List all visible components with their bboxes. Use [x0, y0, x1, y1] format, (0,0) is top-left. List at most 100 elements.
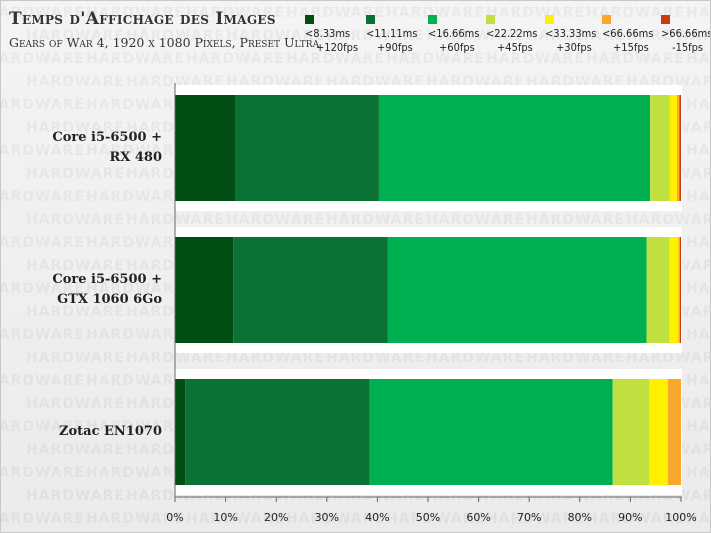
watermark-text: HARDWARE	[626, 350, 710, 366]
watermark-text: HARDWARE	[386, 51, 485, 67]
legend-swatch	[486, 15, 495, 24]
legend-fps-label: +60fps	[439, 41, 475, 54]
category-label-line: GTX 1060 6Go	[57, 292, 162, 307]
watermark-text: HARDWARE	[686, 143, 710, 159]
category-label-line: RX 480	[109, 150, 162, 165]
x-tick-label: 30%	[315, 511, 339, 524]
watermark-text: HARDWARE	[26, 212, 125, 228]
watermark-text: HARDWARE	[86, 5, 185, 21]
watermark-text: HARDWARE	[486, 511, 585, 527]
legend-swatch	[428, 15, 437, 24]
watermark-text: HARDWARE	[26, 74, 125, 90]
bar-segment	[678, 237, 680, 343]
watermark-text: HARDWARE	[686, 327, 710, 343]
legend-fps-label: +90fps	[377, 41, 413, 54]
category-label-line: Core i5-6500 +	[52, 272, 162, 287]
bar-segment	[175, 379, 186, 485]
legend-fps-label: +30fps	[556, 41, 592, 54]
bar-segment	[676, 95, 680, 201]
watermark-text: HARDWARE	[626, 28, 710, 44]
bar-segment	[646, 237, 670, 343]
legend-swatch	[602, 15, 611, 24]
legend-ms-label: <11.11ms	[366, 27, 418, 40]
legend-fps-label: +15fps	[613, 41, 649, 54]
x-tick-label: 60%	[466, 511, 490, 524]
watermark-text: HARDWARE	[386, 511, 485, 527]
watermark-text: HARDWARE	[86, 373, 185, 389]
watermark-text: HARDWARE	[286, 51, 385, 67]
watermark-text: HARDWARE	[186, 511, 285, 527]
legend-swatch	[366, 15, 375, 24]
watermark-text: HARDWARE	[686, 511, 710, 527]
watermark-text: HARDWARE	[1, 143, 85, 159]
legend-item: <8.33ms +120fps	[305, 13, 358, 55]
watermark-text: HARDWARE	[686, 419, 710, 435]
watermark-text: HARDWARE	[86, 143, 185, 159]
watermark-text: HARDWARE	[86, 97, 185, 113]
watermark-text: HARDWARE	[326, 212, 425, 228]
watermark-text: HARDWARE	[1, 373, 85, 389]
bar-segment	[387, 237, 647, 343]
legend-item: <66.66ms +15fps	[602, 13, 653, 55]
bar-segment	[233, 237, 388, 343]
category-label-line: Core i5-6500 +	[52, 130, 162, 145]
watermark-text: HARDWARE	[1, 465, 85, 481]
watermark-text: HARDWARE	[526, 212, 625, 228]
watermark-text: HARDWARE	[126, 28, 225, 44]
watermark-text: HARDWARE	[1, 189, 85, 205]
watermark-text: HARDWARE	[26, 258, 125, 274]
bar-segment	[669, 95, 677, 201]
bar-segment	[612, 379, 650, 485]
watermark-text: HARDWARE	[426, 28, 525, 44]
watermark-text: HARDWARE	[486, 51, 585, 67]
x-tick-label: 20%	[264, 511, 288, 524]
bar-segment	[185, 379, 370, 485]
category-label: Zotac EN1070	[59, 422, 162, 442]
x-tick-label: 0%	[166, 511, 183, 524]
watermark-text: HARDWARE	[86, 235, 185, 251]
watermark-text: HARDWARE	[686, 51, 710, 67]
legend-fps-label: -15fps	[672, 41, 704, 54]
watermark-text: HARDWARE	[686, 5, 710, 21]
watermark-text: HARDWARE	[26, 166, 125, 182]
bar-segment	[235, 95, 379, 201]
watermark-text: HARDWARE	[526, 350, 625, 366]
bar-segment	[667, 379, 681, 485]
watermark-text: HARDWARE	[586, 51, 685, 67]
legend-item: <22.22ms +45fps	[486, 13, 537, 55]
watermark-text: HARDWARE	[226, 212, 325, 228]
watermark-text: HARDWARE	[1, 419, 85, 435]
watermark-text: HARDWARE	[326, 350, 425, 366]
watermark-text: HARDWARE	[86, 419, 185, 435]
watermark-text: HARDWARE	[26, 120, 125, 136]
legend-ms-label: >66.66ms	[661, 27, 711, 40]
watermark-text: HARDWARE	[186, 51, 285, 67]
legend-ms-label: <66.66ms	[602, 27, 654, 40]
bar-segment	[649, 379, 668, 485]
watermark-text: HARDWARE	[26, 396, 125, 412]
x-tick-label: 50%	[416, 511, 440, 524]
x-tick-label: 40%	[365, 511, 389, 524]
watermark-text: HARDWARE	[426, 212, 525, 228]
watermark-text: HARDWARE	[86, 465, 185, 481]
watermark-text: HARDWARE	[586, 511, 685, 527]
watermark-text: HARDWARE	[186, 5, 285, 21]
legend-ms-label: <8.33ms	[305, 27, 351, 40]
x-tick-label: 10%	[213, 511, 237, 524]
bar-segment	[679, 95, 681, 201]
x-tick-label: 70%	[517, 511, 541, 524]
watermark-text: HARDWARE	[326, 28, 425, 44]
watermark-text: HARDWARE	[486, 5, 585, 21]
watermark-text: HARDWARE	[1, 235, 85, 251]
legend-swatch	[545, 15, 554, 24]
legend-item: <16.66ms +60fps	[428, 13, 479, 55]
watermark-text: HARDWARE	[26, 304, 125, 320]
watermark-text: HARDWARE	[26, 28, 125, 44]
x-tick-label: 80%	[568, 511, 592, 524]
watermark-text: HARDWARE	[226, 28, 325, 44]
watermark-text: HARDWARE	[26, 442, 125, 458]
watermark-text: HARDWARE	[226, 350, 325, 366]
watermark-text: HARDWARE	[86, 511, 185, 527]
watermark-text: HARDWARE	[1, 5, 85, 21]
watermark-text: HARDWARE	[86, 327, 185, 343]
